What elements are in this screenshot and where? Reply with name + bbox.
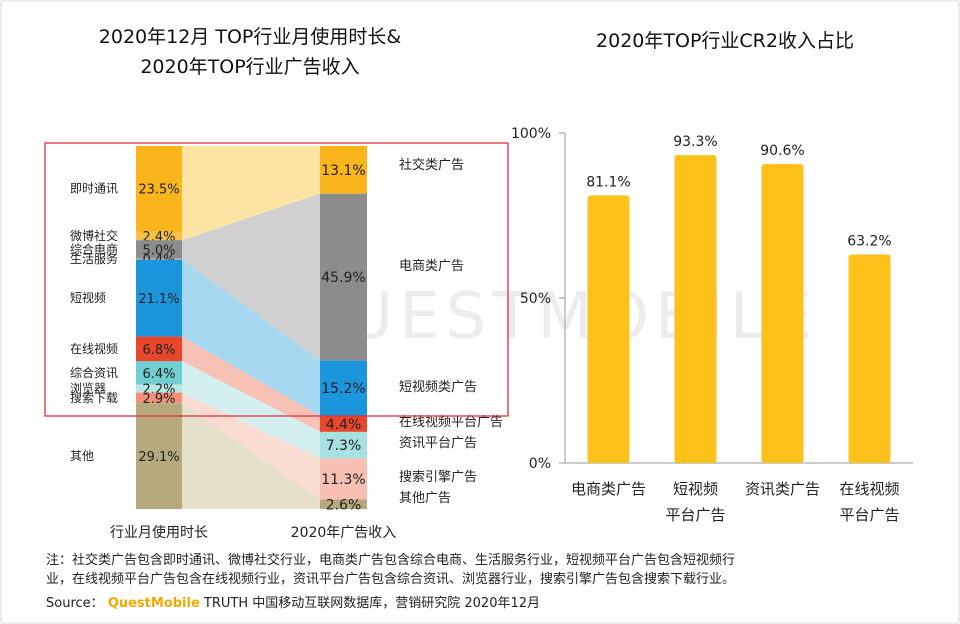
revenue-segment-3 [320,360,367,416]
usage-value-label-1: 23.5% [138,183,179,198]
left-chart-title: 2020年12月 TOP行业月使用时长& 2020年TOP行业广告收入 [40,22,460,82]
revenue-category-label-3: 短视频类广告 [399,380,477,395]
source-rest: TRUTH 中国移动互联网数据库，营销研究院 2020年12月 [203,596,541,611]
y-tick-label-2: 50% [520,291,551,307]
usage-category-label-2: 微博社交 [70,228,118,243]
cr2-value-label-1: 81.1% [586,174,630,190]
revenue-value-label-2: 45.9% [321,270,365,286]
usage-segment-1 [136,146,182,232]
usage-value-label-7: 6.4% [142,367,175,382]
left-title-line2: 2020年TOP行业广告收入 [140,56,360,78]
usage-value-label-9: 2.9% [142,392,175,407]
right-chart-title: 2020年TOP行业CR2收入占比 [596,30,854,52]
usage-segment-2 [136,231,182,241]
cr2-category-label-4-1: 在线视频 [839,480,899,498]
revenue-value-label-5: 7.3% [326,438,362,454]
usage-segment-8 [136,384,182,393]
flow-band-5 [182,361,320,459]
cr2-value-label-3: 90.6% [760,143,804,159]
y-tick-label-1: 0% [529,456,551,472]
watermark-text: QUESTMOBILE [290,280,818,354]
revenue-value-label-1: 13.1% [321,163,365,179]
usage-category-label-4: 生活服务 [70,251,118,266]
cr2-value-label-4: 63.2% [847,233,891,249]
revenue-category-label-1: 社交类广告 [399,157,464,173]
usage-segment-6 [136,336,182,362]
cr2-bar-3 [761,164,804,463]
flow-band-3 [182,259,320,416]
revenue-segment-4 [320,415,367,432]
flow-band-1 [182,146,320,241]
revenue-segment-7 [320,499,367,509]
usage-segment-7 [136,361,182,385]
footnote-line1: 注：社交类广告包含即时通讯、微博社交行业，电商类广告包含综合电商、生活服务行业，… [46,553,736,568]
revenue-category-label-6: 搜索引擎广告 [399,470,477,485]
cr2-value-label-2: 93.3% [673,134,717,150]
revenue-segment-2 [320,193,367,361]
cr2-bar-4 [848,254,891,463]
revenue-value-label-6: 11.3% [321,472,365,488]
cr2-bar-1 [587,195,630,463]
x-category-usage: 行业月使用时长 [110,524,208,541]
usage-segment-5 [136,259,182,337]
usage-category-label-7: 综合资讯 [70,365,118,380]
cr2-category-label-2-1: 短视频 [673,480,718,498]
flow-band-7 [182,403,320,509]
cr2-category-label-3-1: 资讯类广告 [745,480,820,498]
y-tick-label-3: 100% [511,126,551,142]
footnote-line2: 业，在线视频平台广告包含在线视频行业，资讯平台广告包含综合资讯、浏览器行业，搜索… [46,572,736,587]
revenue-category-label-5: 资讯平台广告 [399,436,477,451]
revenue-segment-6 [320,458,367,500]
usage-category-label-1: 即时通讯 [70,182,118,196]
source-line: Source： QuestMobile TRUTH 中国移动互联网数据库，营销研… [46,592,540,611]
usage-category-label-6: 在线视频 [70,341,118,356]
cr2-bar-2 [674,155,717,464]
usage-category-label-3: 综合电商 [70,241,118,256]
usage-category-label-9: 搜索下载 [70,390,118,405]
revenue-value-label-7: 2.6% [326,497,362,513]
revenue-value-label-4: 4.4% [326,417,362,433]
flow-band-6 [182,392,320,500]
usage-category-label-8: 浏览器 [70,381,106,396]
revenue-segment-1 [320,146,367,194]
highlight-box [44,142,509,417]
revenue-category-label-2: 电商类广告 [399,259,464,274]
usage-segment-3 [136,240,182,259]
usage-value-label-10: 29.1% [138,450,179,465]
source-prefix: Source： [46,596,104,611]
revenue-value-label-3: 15.2% [321,381,365,397]
flow-band-2 [182,193,320,361]
left-title-line1: 2020年12月 TOP行业月使用时长& [98,26,402,48]
usage-value-label-6: 6.8% [142,343,175,358]
usage-segment-9 [136,392,182,404]
usage-category-label-10: 其他 [70,449,94,463]
usage-segment-4 [136,258,182,260]
source-brand: QuestMobile [107,596,200,611]
revenue-category-label-4: 在线视频平台广告 [399,415,503,430]
usage-value-label-5: 21.1% [138,292,179,307]
cr2-category-label-2-2: 平台广告 [665,506,725,524]
usage-category-label-5: 短视频 [70,290,106,305]
x-category-revenue: 2020年广告收入 [291,525,397,541]
usage-value-label-3: 5.0% [142,243,175,258]
usage-segment-10 [136,403,182,509]
cr2-category-label-1-1: 电商类广告 [571,480,646,498]
revenue-segment-5 [320,431,367,459]
revenue-category-label-7: 其他广告 [399,491,451,506]
flow-band-4 [182,336,320,432]
cr2-category-label-4-2: 平台广告 [839,506,899,524]
